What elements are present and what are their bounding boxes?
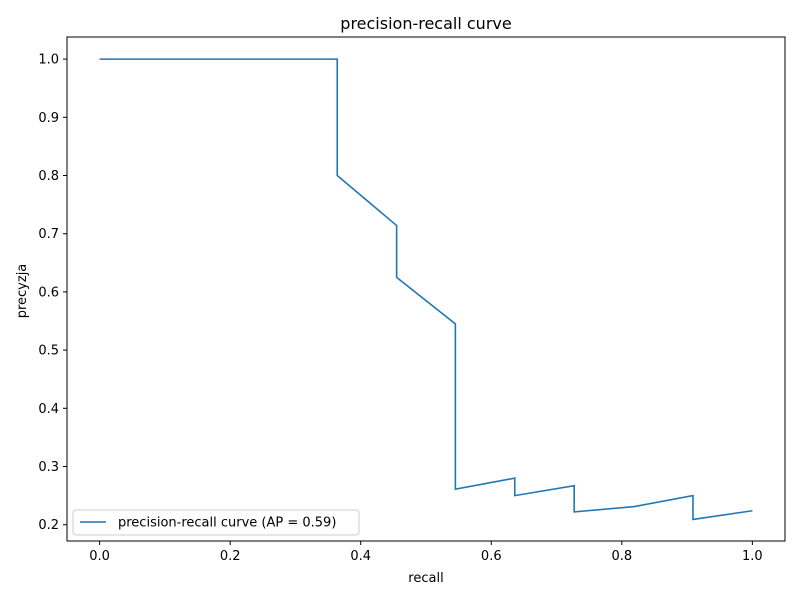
axis-ticks: 0.0 0.2 0.4 0.6 0.8 1.0 0.2 0.3 0.4 0.5 0.6 0.7 0.8 0… xyxy=(38,53,762,564)
y-tick-label: 1.0 xyxy=(38,53,59,68)
y-tick-label: 0.3 xyxy=(38,460,59,475)
x-tick-label: 0.6 xyxy=(481,549,502,564)
y-tick-label: 0.5 xyxy=(38,344,59,359)
y-tick-label: 0.7 xyxy=(38,227,59,242)
legend: precision-recall curve (AP = 0.59) xyxy=(72,509,360,536)
x-tick-label: 1.0 xyxy=(742,549,763,564)
x-tick-label: 0.8 xyxy=(611,549,632,564)
x-axis-label: recall xyxy=(408,571,443,586)
chart-title: precision-recall curve xyxy=(340,14,511,33)
x-tick-label: 0.4 xyxy=(350,549,371,564)
y-tick-label: 0.6 xyxy=(38,285,59,300)
y-tick-label: 0.9 xyxy=(38,111,59,126)
x-tick-label: 0.2 xyxy=(220,549,241,564)
legend-label: precision-recall curve (AP = 0.59) xyxy=(118,516,336,531)
y-tick-label: 0.4 xyxy=(38,402,59,417)
y-axis-label: precyzja xyxy=(15,264,30,319)
x-tick-label: 0.0 xyxy=(89,549,110,564)
plot-area xyxy=(99,58,753,521)
legend-box xyxy=(72,509,360,536)
series-line xyxy=(99,58,753,521)
y-tick-label: 0.8 xyxy=(38,169,59,184)
y-tick-label: 0.2 xyxy=(38,518,59,533)
plot-frame xyxy=(66,36,786,542)
